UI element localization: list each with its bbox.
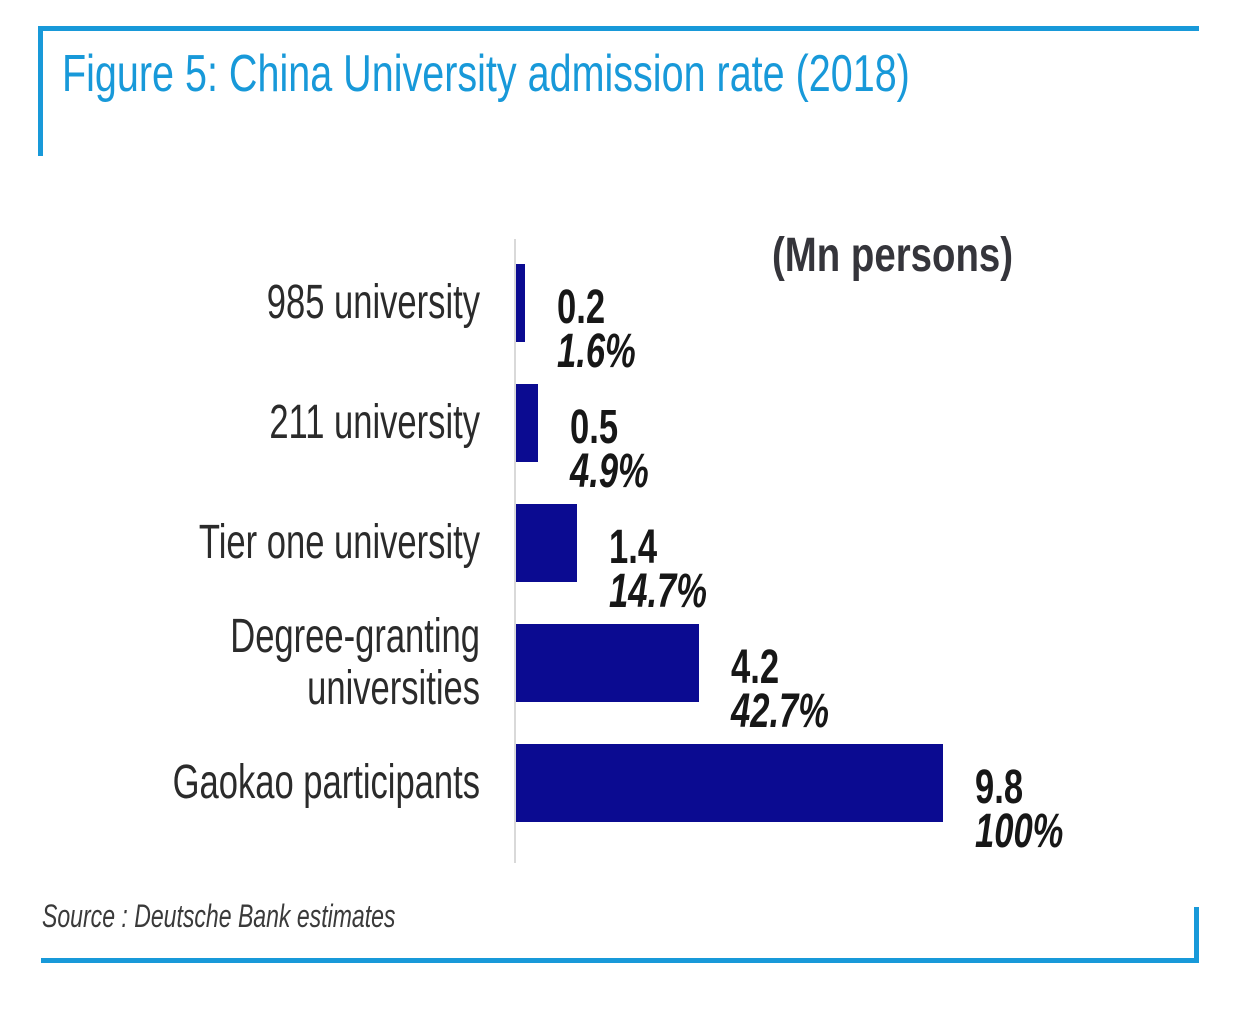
bar [516,264,525,342]
value-label: 4.2 [731,641,780,694]
category-label: Tier one university [198,516,480,569]
bar-chart: 985 university 0.2 1.6% 211 university 0.5 4.… [0,239,1243,863]
top-accent-line [38,26,1199,31]
value-label: 1.4 [609,521,658,574]
right-accent-line [1194,907,1199,963]
bar [516,744,943,822]
value-label-group: 0.5 4.9% [570,401,649,498]
category-label: 985 university [266,276,480,329]
chart-row: Degree-granting universities 4.2 42.7% [0,603,1243,736]
percent-label: 42.7% [731,685,829,738]
percent-label: 4.9% [570,445,649,498]
left-accent-line [38,26,43,156]
value-label: 9.8 [975,761,1024,814]
source-note: Source : Deutsche Bank estimates [42,898,396,934]
value-label: 0.5 [570,401,619,454]
bar [516,384,538,462]
chart-row: Tier one university 1.4 14.7% [0,483,1243,616]
percent-label: 1.6% [557,325,636,378]
chart-row: Gaokao participants 9.8 100% [0,723,1243,856]
value-label-group: 0.2 1.6% [557,281,636,378]
value-label-group: 9.8 100% [975,761,1064,858]
figure-title: Figure 5: China University admission rat… [62,45,910,103]
bar [516,624,699,702]
category-label: Gaokao participants [172,756,481,809]
percent-label: 14.7% [609,565,707,618]
y-axis-line [514,239,516,863]
percent-label: 100% [975,805,1064,858]
value-label: 0.2 [557,281,606,334]
chart-row: 211 university 0.5 4.9% [0,363,1243,496]
category-label: 211 university [269,396,480,449]
bar [516,504,577,582]
value-label-group: 4.2 42.7% [731,641,829,738]
chart-row: 985 university 0.2 1.6% [0,243,1243,376]
unit-label: (Mn persons) [772,229,1014,282]
bottom-accent-line [41,958,1199,963]
category-label: Degree-granting universities [230,610,480,715]
value-label-group: 1.4 14.7% [609,521,707,618]
